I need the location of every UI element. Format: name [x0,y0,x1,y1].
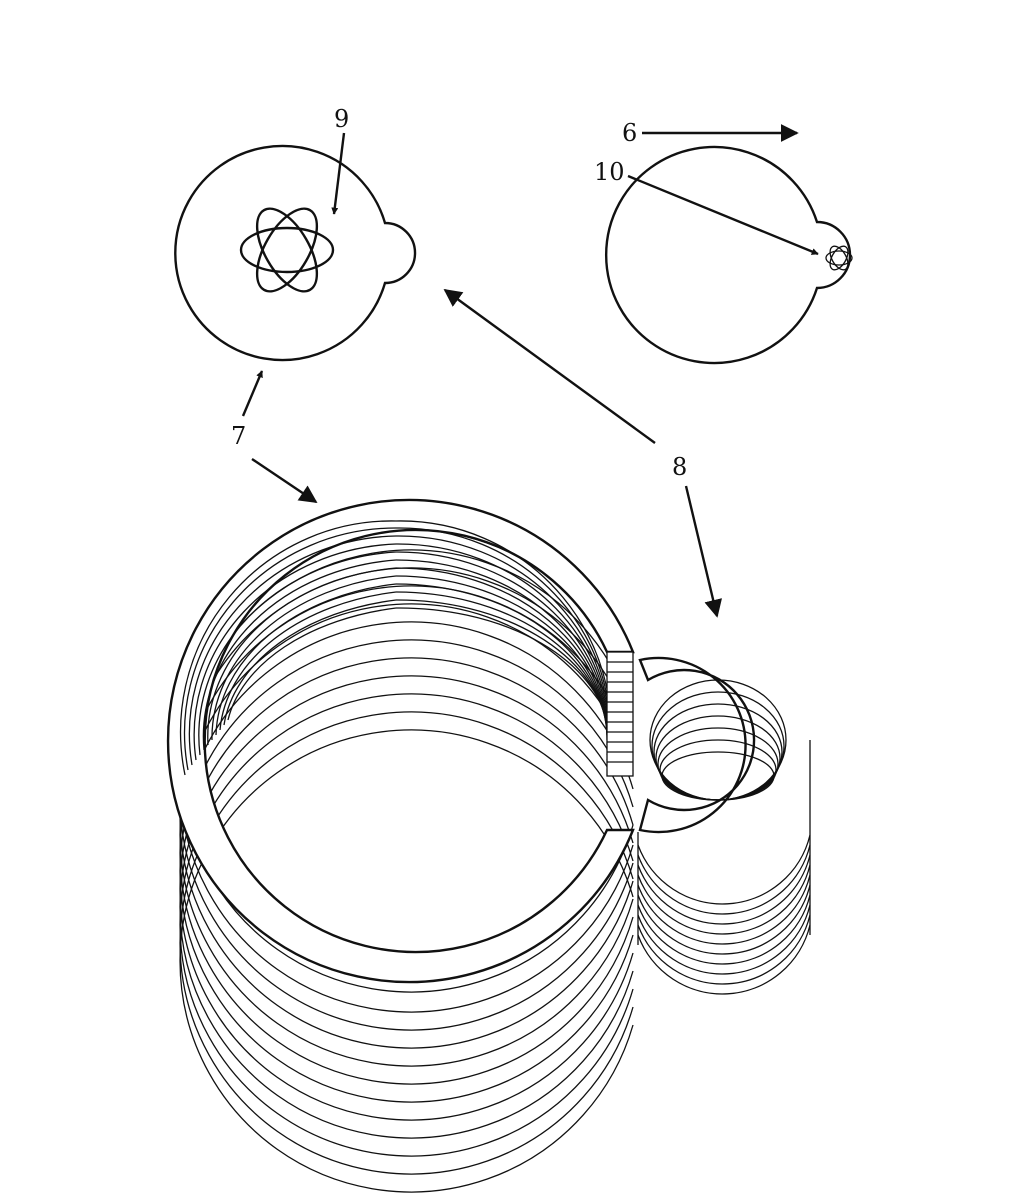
label-7: 7 [231,422,246,450]
atom-icon-large [241,199,333,301]
label-9: 9 [334,105,349,133]
small-coil-inner-windings [650,680,786,800]
gap-connector [607,652,633,776]
leader-arrow-8-lower [686,486,717,616]
leader-arrow-10 [628,176,818,254]
label-8: 8 [672,453,687,481]
label-10: 10 [594,158,625,186]
large-coil-outer-windings [180,530,633,1192]
leader-arrow-9 [334,133,344,214]
cross-section-left [175,146,415,360]
leader-arrow-7-lower [252,459,316,502]
small-coil-top-face [640,658,754,832]
cross-section-right [606,147,852,363]
outline-left [175,146,415,360]
outline-right [606,147,850,363]
large-coil-top-face [168,500,633,982]
small-coil [638,658,810,994]
label-6: 6 [622,119,637,147]
leader-arrow-7-upper [243,371,262,416]
